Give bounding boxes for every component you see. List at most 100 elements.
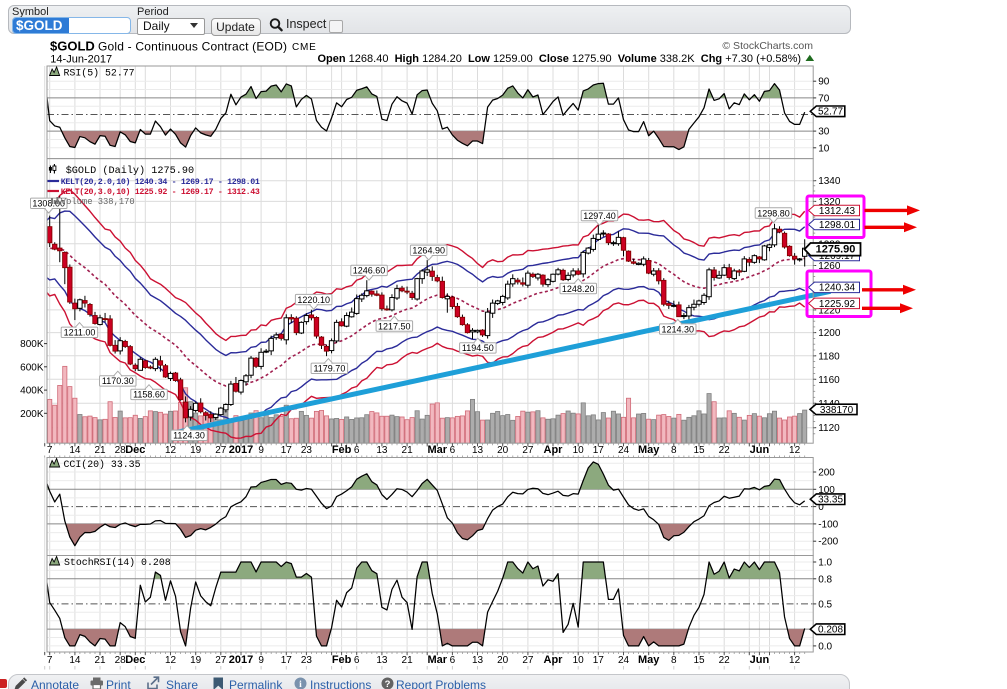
svg-text:1225.92: 1225.92	[819, 299, 856, 310]
svg-text:1158.60: 1158.60	[133, 390, 165, 400]
svg-text:8: 8	[671, 655, 677, 666]
svg-text:6: 6	[354, 655, 360, 666]
svg-text:17: 17	[281, 655, 293, 666]
svg-text:-100: -100	[818, 519, 838, 530]
svg-text:10: 10	[573, 655, 585, 666]
svg-text:30: 30	[818, 127, 830, 138]
svg-text:17: 17	[593, 655, 605, 666]
svg-text:1240.34: 1240.34	[819, 283, 856, 294]
svg-text:1340: 1340	[818, 176, 841, 187]
svg-text:21: 21	[402, 655, 414, 666]
svg-text:1260: 1260	[818, 261, 841, 272]
svg-text:7: 7	[47, 445, 53, 456]
svg-text:1297.40: 1297.40	[583, 211, 616, 221]
svg-text:338170: 338170	[820, 405, 854, 416]
svg-text:13: 13	[472, 445, 484, 456]
svg-text:90: 90	[818, 77, 830, 88]
svg-text:400K: 400K	[20, 386, 44, 397]
svg-text:7: 7	[47, 655, 53, 666]
svg-text:1275.90: 1275.90	[816, 244, 856, 256]
svg-text:Open 1268.40 High 1284.20 Lo: Open 1268.40 High 1284.20 Low 1259.00 Cl…	[318, 53, 805, 65]
svg-text:1308.00: 1308.00	[32, 199, 65, 209]
svg-text:Feb: Feb	[332, 444, 352, 456]
svg-text:27: 27	[522, 655, 534, 666]
svg-text:1170.30: 1170.30	[102, 376, 134, 386]
svg-text:52.77: 52.77	[818, 107, 843, 118]
svg-text:1120: 1120	[818, 423, 840, 434]
svg-text:13: 13	[376, 445, 388, 456]
svg-text:© StockCharts.com: © StockCharts.com	[722, 40, 813, 52]
svg-text:14: 14	[69, 655, 81, 666]
svg-text:12: 12	[165, 445, 177, 456]
svg-text:20: 20	[497, 655, 509, 666]
svg-text:KELT(20,2.0,10) 1240.34 - 1269: KELT(20,2.0,10) 1240.34 - 1269.17 - 1298…	[61, 177, 260, 187]
svg-text:21: 21	[94, 445, 106, 456]
svg-text:$GOLD: $GOLD	[50, 38, 95, 53]
svg-text:22: 22	[719, 445, 731, 456]
svg-text:0.5: 0.5	[818, 599, 832, 610]
svg-text:-200: -200	[818, 537, 838, 548]
svg-text:27: 27	[215, 445, 227, 456]
svg-text:23: 23	[301, 655, 313, 666]
svg-text:Feb: Feb	[332, 654, 352, 666]
svg-text:27: 27	[215, 655, 227, 666]
svg-text:14: 14	[69, 445, 81, 456]
svg-text:22: 22	[719, 655, 731, 666]
svg-text:May: May	[638, 444, 660, 456]
svg-text:10: 10	[573, 445, 585, 456]
svg-text:0.0: 0.0	[818, 641, 832, 652]
svg-text:Apr: Apr	[544, 654, 564, 666]
svg-text:6: 6	[450, 655, 456, 666]
svg-text:15: 15	[693, 655, 705, 666]
svg-text:Gold - Continuous Contract (EO: Gold - Continuous Contract (EOD)	[98, 39, 287, 53]
svg-text:Dec: Dec	[125, 444, 145, 456]
svg-text:Apr: Apr	[544, 444, 564, 456]
svg-text:0.208: 0.208	[818, 625, 843, 636]
svg-text:800K: 800K	[20, 339, 44, 350]
svg-text:1298.01: 1298.01	[819, 220, 856, 231]
svg-text:12: 12	[789, 655, 801, 666]
svg-text:KELT(20,3.0,10) 1225.92 - 1269: KELT(20,3.0,10) 1225.92 - 1269.17 - 1312…	[61, 187, 260, 197]
svg-text:1200: 1200	[818, 328, 841, 339]
svg-text:1160: 1160	[818, 375, 840, 386]
svg-text:24: 24	[618, 655, 630, 666]
svg-text:200K: 200K	[20, 409, 44, 420]
svg-text:1179.70: 1179.70	[313, 364, 345, 374]
svg-text:Volume 338,170: Volume 338,170	[61, 197, 135, 207]
svg-text:Mar: Mar	[428, 444, 448, 456]
svg-text:27: 27	[522, 445, 534, 456]
svg-text:6: 6	[450, 445, 456, 456]
svg-text:8: 8	[671, 445, 677, 456]
svg-text:1298.80: 1298.80	[757, 208, 790, 218]
svg-text:12: 12	[789, 445, 801, 456]
svg-text:6: 6	[354, 445, 360, 456]
svg-text:9: 9	[258, 655, 264, 666]
svg-text:21: 21	[94, 655, 106, 666]
svg-text:14-Jun-2017: 14-Jun-2017	[50, 53, 112, 65]
svg-text:1180: 1180	[818, 351, 840, 362]
svg-text:600K: 600K	[20, 362, 44, 373]
svg-text:CCI(20) 33.35: CCI(20) 33.35	[64, 459, 141, 470]
svg-text:2017: 2017	[229, 444, 253, 456]
svg-text:33.35: 33.35	[818, 495, 843, 506]
svg-text:1214.30: 1214.30	[662, 324, 695, 334]
svg-text:0.8: 0.8	[818, 574, 832, 585]
svg-text:24: 24	[618, 445, 630, 456]
svg-text:13: 13	[472, 655, 484, 666]
svg-text:Mar: Mar	[428, 654, 448, 666]
svg-text:21: 21	[402, 445, 414, 456]
svg-text:2017: 2017	[229, 654, 253, 666]
svg-text:RSI(5) 52.77: RSI(5) 52.77	[64, 67, 135, 78]
svg-text:20: 20	[497, 445, 509, 456]
svg-text:19: 19	[190, 655, 202, 666]
svg-text:May: May	[638, 654, 660, 666]
svg-text:1320: 1320	[818, 197, 841, 208]
svg-text:Jun: Jun	[750, 654, 770, 666]
svg-text:70: 70	[818, 93, 830, 104]
svg-text:1248.20: 1248.20	[562, 284, 595, 294]
svg-text:i: i	[299, 680, 302, 689]
svg-text:1312.43: 1312.43	[819, 206, 856, 217]
svg-text:1194.50: 1194.50	[462, 343, 494, 353]
svg-text:1124.30: 1124.30	[173, 431, 205, 441]
svg-text:1264.90: 1264.90	[412, 246, 445, 256]
